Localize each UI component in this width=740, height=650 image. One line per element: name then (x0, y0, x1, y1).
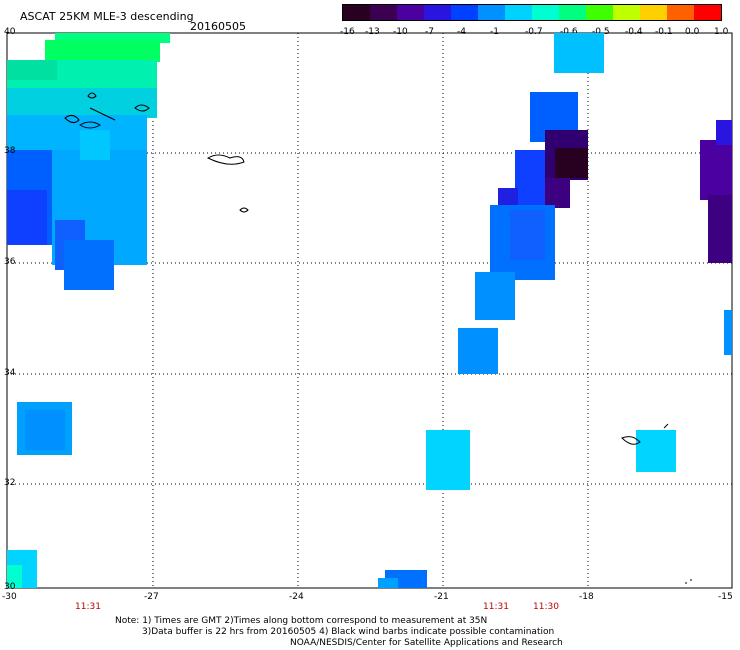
y-tick-38: 38 (4, 146, 16, 156)
colorbar-label: -10 (393, 27, 408, 37)
graticule (7, 33, 732, 588)
colorbar-label: -0.5 (592, 27, 610, 37)
colorbar-label: 0.0 (685, 27, 700, 37)
note-line-1: Note: 1) Times are GMT 2)Times along bot… (115, 616, 488, 626)
notes: Note: 1) Times are GMT 2)Times along bot… (80, 616, 640, 649)
y-tick-40: 40 (4, 27, 16, 37)
colorbar-label: -1 (490, 27, 499, 37)
x-tick-18: -18 (579, 592, 594, 602)
colorbar-label: -13 (365, 27, 380, 37)
swath-bottom-left (7, 402, 72, 588)
colorbar (342, 4, 722, 21)
swath-center (378, 33, 604, 588)
swath-left (7, 33, 170, 290)
colorbar-label: -0.1 (655, 27, 673, 37)
x-tick-15: -15 (718, 592, 733, 602)
colorbar-swatch (559, 5, 586, 20)
colorbar-label: -0.4 (625, 27, 643, 37)
y-tick-34: 34 (4, 368, 16, 378)
time-label: 11:30 (533, 602, 559, 612)
x-tick-30: -30 (2, 592, 17, 602)
colorbar-swatch (694, 5, 721, 20)
colorbar-swatch (640, 5, 667, 20)
colorbar-swatch (505, 5, 532, 20)
colorbar-label: -0.6 (560, 27, 578, 37)
y-tick-32: 32 (4, 478, 16, 488)
time-label: 11:31 (75, 602, 101, 612)
colorbar-swatch (451, 5, 478, 20)
colorbar-swatch (397, 5, 424, 20)
colorbar-swatch (613, 5, 640, 20)
colorbar-swatch (667, 5, 694, 20)
x-tick-24: -24 (289, 592, 304, 602)
time-label: 11:31 (483, 602, 509, 612)
colorbar-label: 1.0 (714, 27, 729, 37)
y-tick-30: 30 (4, 582, 16, 592)
swath-right (636, 120, 732, 472)
colorbar-swatch (370, 5, 397, 20)
note-line-3: NOAA/NESDIS/Center for Satellite Applica… (290, 638, 563, 648)
x-tick-21: -21 (434, 592, 449, 602)
colorbar-swatch (478, 5, 505, 20)
colorbar-swatch (532, 5, 559, 20)
colorbar-swatch (424, 5, 451, 20)
colorbar-swatch (586, 5, 613, 20)
colorbar-label: -4 (457, 27, 466, 37)
map-title: ASCAT 25KM MLE-3 descending (20, 10, 194, 23)
colorbar-swatch (343, 5, 370, 20)
y-tick-36: 36 (4, 257, 16, 267)
x-tick-27: -27 (144, 592, 159, 602)
colorbar-label: -7 (425, 27, 434, 37)
colorbar-label: -0.7 (525, 27, 543, 37)
coastlines (64, 92, 692, 584)
note-line-2: 3)Data buffer is 22 hrs from 20160505 4)… (142, 627, 555, 637)
colorbar-label: -16 (340, 27, 355, 37)
map-date: 20160505 (190, 20, 246, 33)
